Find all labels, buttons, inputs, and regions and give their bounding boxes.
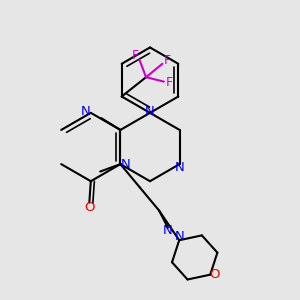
- Text: N: N: [163, 224, 173, 237]
- Text: O: O: [210, 268, 220, 281]
- Text: N: N: [121, 158, 130, 171]
- Text: N: N: [174, 230, 184, 243]
- Text: O: O: [84, 201, 94, 214]
- Text: N: N: [81, 105, 90, 118]
- Text: N: N: [175, 161, 184, 174]
- Text: F: F: [132, 49, 139, 62]
- Text: F: F: [166, 76, 173, 89]
- Text: N: N: [145, 105, 155, 118]
- Text: F: F: [164, 54, 171, 67]
